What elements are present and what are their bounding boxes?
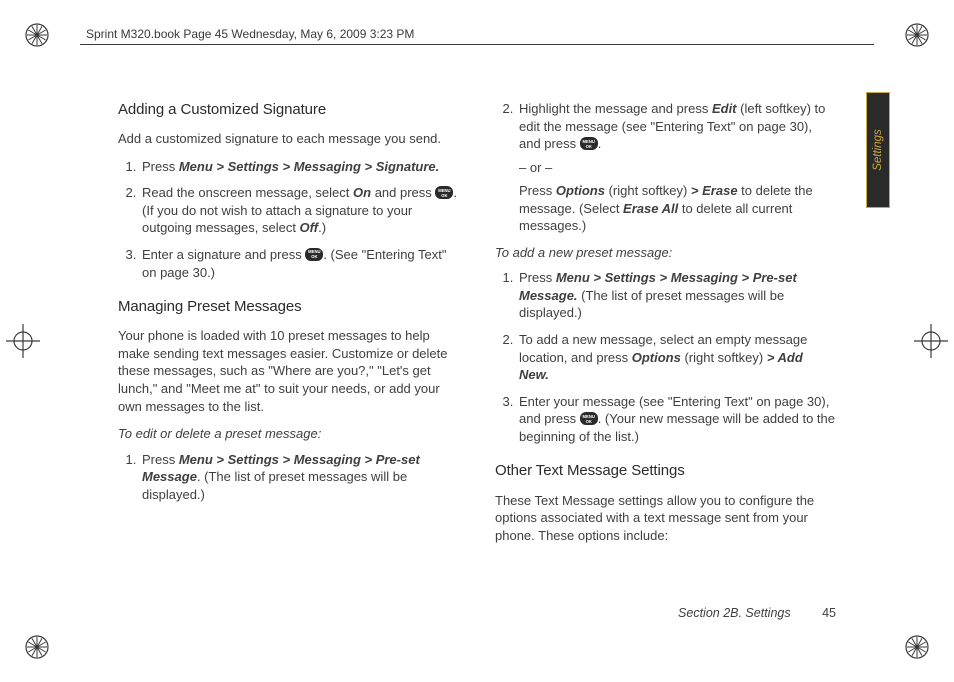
step-item: Enter your message (see "Entering Text" …	[517, 393, 836, 446]
content-area: Adding a Customized Signature Add a cust…	[118, 100, 836, 582]
step-item: Highlight the message and press Edit (le…	[517, 100, 836, 235]
reg-mark-top-left	[22, 20, 52, 50]
menu-ok-key-icon	[580, 412, 598, 425]
steps-signature: Press Menu > Settings > Messaging > Sign…	[118, 158, 459, 281]
heading-preset: Managing Preset Messages	[118, 297, 459, 317]
step-item: To add a new message, select an empty me…	[517, 331, 836, 384]
heading-signature: Adding a Customized Signature	[118, 100, 459, 120]
reg-mark-top-right	[902, 20, 932, 50]
footer-page-number: 45	[822, 606, 836, 620]
steps-edit-delete-cont: Highlight the message and press Edit (le…	[495, 100, 836, 235]
instruction-add-preset: To add a new preset message:	[495, 244, 836, 262]
steps-edit-delete: Press Menu > Settings > Messaging > Pre-…	[118, 451, 459, 504]
left-column: Adding a Customized Signature Add a cust…	[118, 100, 459, 582]
right-column: Highlight the message and press Edit (le…	[495, 100, 836, 582]
instruction-edit-delete: To edit or delete a preset message:	[118, 425, 459, 443]
menu-ok-key-icon	[435, 186, 453, 199]
menu-ok-key-icon	[580, 137, 598, 150]
step-item: Press Menu > Settings > Messaging > Sign…	[140, 158, 459, 176]
step-item: Press Menu > Settings > Messaging > Pre-…	[140, 451, 459, 504]
heading-other-settings: Other Text Message Settings	[495, 461, 836, 481]
side-tab-label: Settings	[872, 129, 884, 171]
footer-section: Section 2B. Settings	[678, 606, 791, 620]
cross-mark-right	[914, 324, 948, 358]
header-text: Sprint M320.book Page 45 Wednesday, May …	[86, 27, 414, 41]
para-other-settings: These Text Message settings allow you to…	[495, 492, 836, 545]
side-tab: Settings	[866, 92, 890, 208]
or-separator: – or –	[519, 159, 836, 177]
para-signature: Add a customized signature to each messa…	[118, 130, 459, 148]
document-header: Sprint M320.book Page 45 Wednesday, May …	[80, 27, 874, 45]
step-item: Read the onscreen message, select On and…	[140, 184, 459, 237]
page-footer: Section 2B. Settings 45	[678, 606, 836, 620]
menu-ok-key-icon	[305, 248, 323, 261]
steps-add-preset: Press Menu > Settings > Messaging > Pre-…	[495, 269, 836, 445]
cross-mark-left	[6, 324, 40, 358]
reg-mark-bottom-right	[902, 632, 932, 662]
reg-mark-bottom-left	[22, 632, 52, 662]
step-item: Press Menu > Settings > Messaging > Pre-…	[517, 269, 836, 322]
step-item: Enter a signature and press . (See "Ente…	[140, 246, 459, 281]
para-preset: Your phone is loaded with 10 preset mess…	[118, 327, 459, 415]
